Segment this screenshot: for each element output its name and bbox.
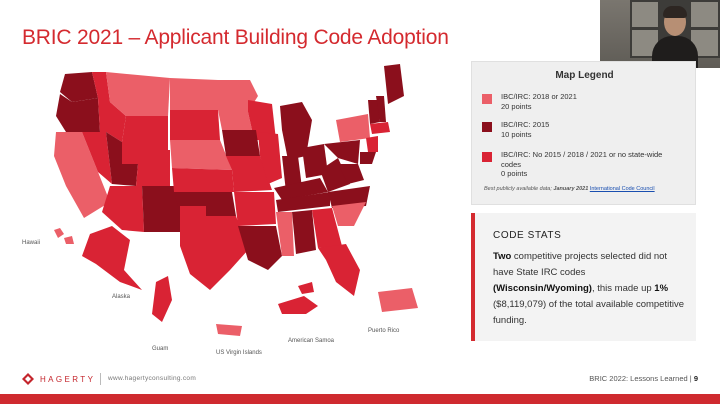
map-state bbox=[368, 100, 380, 124]
map-state bbox=[328, 186, 370, 208]
map-state bbox=[274, 178, 328, 200]
footer-divider bbox=[100, 373, 101, 385]
map-label-alaska: Alaska bbox=[112, 294, 131, 300]
stats-accent-bar bbox=[471, 213, 475, 341]
map-state bbox=[174, 192, 236, 216]
legend-item-2015: IBC/IRC: 2015 10 points bbox=[482, 120, 549, 139]
map-state bbox=[82, 226, 142, 290]
map-state bbox=[172, 168, 234, 192]
page-number: 9 bbox=[693, 374, 698, 383]
footer-right: BRIC 2022: Lessons Learned | 9 bbox=[589, 374, 698, 383]
map-state bbox=[92, 72, 126, 142]
map-legend: Map Legend IBC/IRC: 2018 or 2021 20 poin… bbox=[471, 61, 696, 205]
map-state bbox=[170, 140, 232, 170]
code-stats-box: CODE STATS Two competitive projects sele… bbox=[471, 213, 696, 341]
map-state bbox=[170, 78, 218, 110]
map-state bbox=[122, 150, 170, 188]
us-map: Hawaii Alaska Guam US Virgin Islands Ame… bbox=[22, 64, 418, 356]
map-state bbox=[276, 192, 330, 212]
map-state bbox=[222, 130, 260, 156]
map-state bbox=[226, 156, 272, 192]
slide-title: BRIC 2021 – Applicant Building Code Adop… bbox=[22, 26, 449, 49]
map-state bbox=[384, 64, 404, 104]
map-state bbox=[320, 158, 350, 192]
map-state bbox=[152, 276, 172, 322]
hagerty-logo: HAGERTY bbox=[22, 373, 95, 385]
hagerty-logo-icon bbox=[22, 373, 34, 385]
map-state bbox=[324, 140, 360, 164]
legend-swatch-dark bbox=[482, 122, 492, 132]
legend-item-2018-2021: IBC/IRC: 2018 or 2021 20 points bbox=[482, 92, 577, 111]
icc-link[interactable]: International Code Council bbox=[589, 186, 655, 192]
legend-title: Map Legend bbox=[555, 70, 614, 81]
map-state bbox=[366, 136, 378, 152]
map-state bbox=[298, 282, 314, 294]
map-state bbox=[122, 116, 168, 150]
map-state bbox=[360, 152, 376, 164]
map-state bbox=[370, 122, 390, 134]
map-state bbox=[238, 226, 282, 270]
footer-red-band bbox=[0, 394, 720, 404]
map-state bbox=[180, 206, 248, 290]
footer-url: www.hagertyconsulting.com bbox=[108, 375, 197, 382]
map-state bbox=[142, 186, 180, 232]
map-state bbox=[102, 186, 144, 232]
legend-item-none: IBC/IRC: No 2015 / 2018 / 2021 or no sta… bbox=[482, 150, 681, 179]
map-state bbox=[332, 202, 366, 226]
map-state bbox=[318, 244, 360, 296]
map-label-guam: Guam bbox=[152, 346, 168, 352]
map-label-hawaii: Hawaii bbox=[22, 240, 40, 246]
map-state bbox=[312, 208, 342, 248]
map-state bbox=[216, 324, 242, 336]
map-state bbox=[280, 102, 312, 160]
map-state bbox=[336, 114, 370, 142]
brand-name: HAGERTY bbox=[40, 374, 96, 384]
map-label-puerto-rico: Puerto Rico bbox=[368, 328, 400, 334]
legend-swatch-mid bbox=[482, 152, 492, 162]
map-state bbox=[170, 110, 220, 140]
map-label-samoa: American Samoa bbox=[288, 338, 335, 344]
map-state bbox=[64, 236, 74, 244]
map-state bbox=[378, 288, 418, 312]
map-state bbox=[292, 210, 316, 254]
map-state bbox=[278, 296, 318, 314]
map-state bbox=[376, 96, 386, 122]
legend-swatch-light bbox=[482, 94, 492, 104]
map-state bbox=[276, 212, 294, 256]
stats-title: CODE STATS bbox=[493, 230, 562, 241]
map-label-usvi: US Virgin Islands bbox=[216, 350, 262, 356]
webcam-video bbox=[600, 0, 720, 68]
map-state bbox=[106, 72, 170, 116]
map-state bbox=[56, 94, 100, 132]
stats-body: Two competitive projects selected did no… bbox=[493, 251, 684, 326]
map-state bbox=[258, 132, 282, 184]
map-state bbox=[82, 132, 112, 184]
map-state bbox=[338, 164, 364, 184]
map-state bbox=[234, 192, 276, 226]
map-state bbox=[54, 132, 110, 218]
map-state bbox=[54, 228, 64, 238]
legend-source: Best publicly available data; January 20… bbox=[484, 186, 655, 192]
map-state bbox=[218, 80, 258, 130]
map-state bbox=[60, 72, 98, 102]
